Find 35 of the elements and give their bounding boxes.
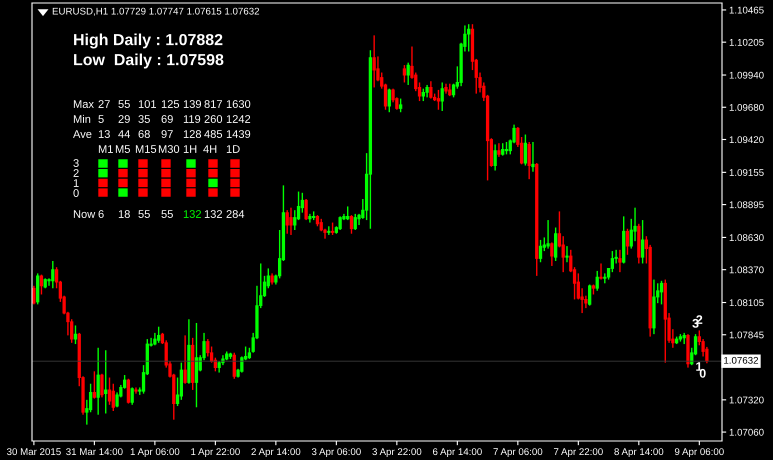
- y-tick-label: 1.07320: [730, 396, 764, 404]
- x-tick-label: 3 Apr 06:00: [312, 448, 361, 458]
- chart-title: EURUSD,H1 1.07729 1.07747 1.07615 1.07632: [52, 8, 260, 16]
- annotation: M1 M5 M15 M30 1H 4H 1D: [98, 145, 240, 153]
- annotation: Ave 13 44 68 97 128 485 1439: [73, 130, 250, 138]
- x-tick-label: 30 Mar 2015: [6, 448, 61, 456]
- y-tick-label: 1.08895: [730, 201, 764, 208]
- x-tick-label: 1 Apr 06:00: [130, 448, 180, 458]
- y-tick-label: 1.07845: [730, 331, 764, 338]
- y-tick-label: 1.10205: [730, 38, 764, 46]
- text: Now 6 18 55 55 132 132 284: [74, 210, 244, 218]
- y-tick-label: 1.09940: [730, 72, 764, 79]
- text: Min 5 29 35 69 119 260 1242: [74, 114, 250, 123]
- y-tick-label: 1.09680: [730, 104, 764, 111]
- y-tick-label: 1.08370: [730, 266, 764, 274]
- x-tick-label: 7 Apr 22:00: [554, 448, 603, 458]
- x-tick-label: 9 Apr 06:00: [674, 448, 724, 458]
- annotation: Max 27 55 101 125 139 817 1630: [74, 100, 250, 108]
- x-tick-label: 2 Apr 14:00: [251, 448, 300, 458]
- x-tick-label: 31 Mar 14:00: [66, 448, 123, 456]
- y-tick-label: 1.08630: [730, 234, 764, 242]
- annotation: 3 2 1 0: [73, 159, 79, 197]
- x-tick-label: 3 Apr 22:00: [372, 448, 422, 458]
- ref-line-label: 1.07632: [724, 356, 758, 364]
- y-tick-label: 1.10465: [730, 6, 764, 14]
- y-tick-label: 1.08105: [730, 299, 764, 306]
- annotation: High Daily : 1.07882: [74, 34, 222, 48]
- x-tick-label: 6 Apr 14:00: [432, 448, 482, 458]
- annotation: Low Daily : 1.07598: [74, 54, 224, 68]
- y-tick-label: 1.09155: [730, 169, 764, 176]
- x-tick-label: 7 Apr 06:00: [493, 448, 542, 458]
- y-tick-label: 1.09420: [730, 136, 764, 144]
- y-tick-label: 1.07060: [730, 428, 764, 436]
- x-tick-label: 8 Apr 14:00: [614, 448, 664, 458]
- x-tick-label: 1 Apr 22:00: [191, 448, 240, 458]
